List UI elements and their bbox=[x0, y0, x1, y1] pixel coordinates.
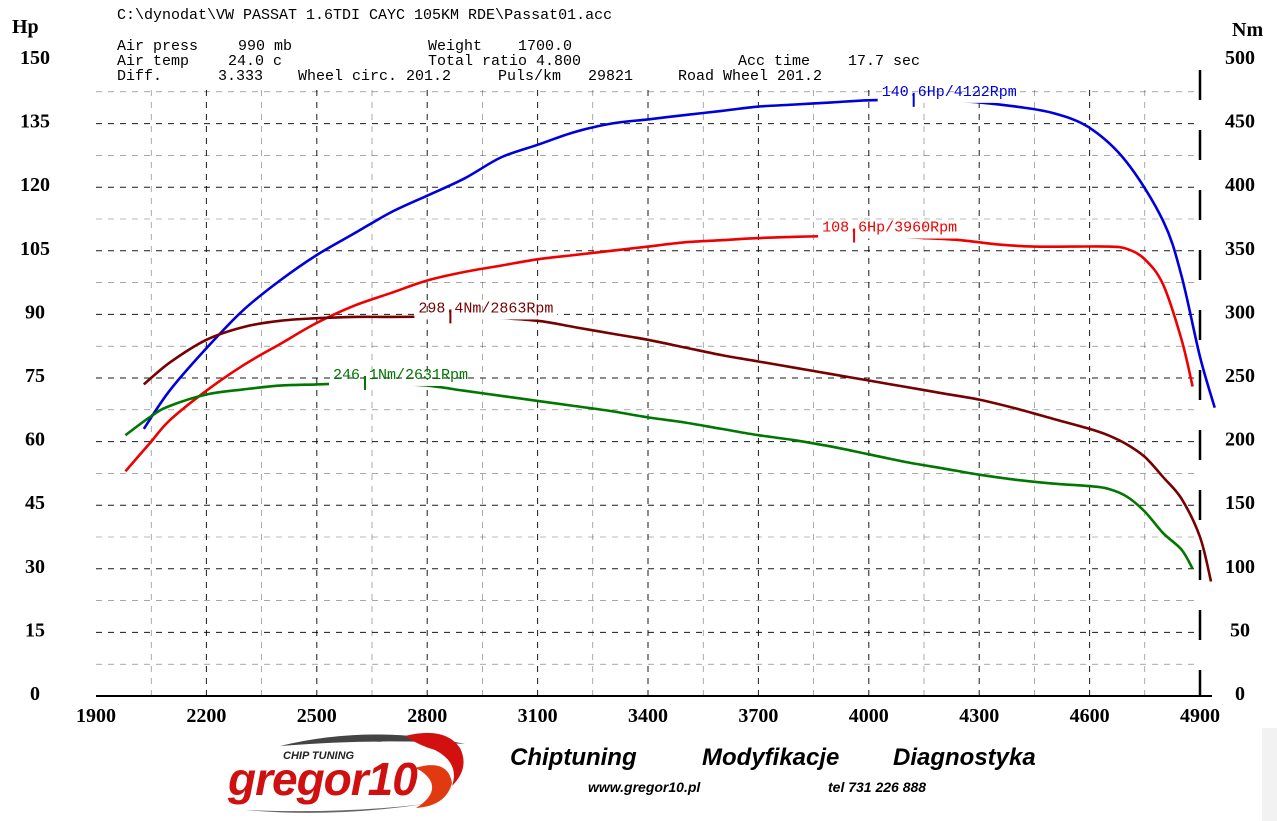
website: www.gregor10.pl bbox=[588, 779, 701, 795]
slogan-chiptuning: Chiptuning bbox=[510, 744, 637, 771]
series-label-gap bbox=[329, 379, 473, 386]
y-right-tick-label: 400 bbox=[1225, 174, 1255, 196]
acc-time-label: Acc time bbox=[738, 53, 811, 70]
air-temp-label: Air temp bbox=[117, 53, 190, 70]
series-peak-label: 298.4Nm/2863Rpm bbox=[418, 300, 553, 317]
y-right-tick-label: 100 bbox=[1225, 556, 1255, 578]
series-line bbox=[124, 381, 1194, 570]
weight-label: Weight bbox=[428, 38, 483, 55]
weight-value: 1700.0 bbox=[518, 38, 573, 55]
wheel-circ: Wheel circ. 201.2 bbox=[298, 68, 452, 85]
phone: tel 731 226 888 bbox=[828, 779, 927, 795]
file-path: C:\dynodat\VW PASSAT 1.6TDI CAYC 105KM R… bbox=[117, 7, 613, 24]
y-right-tick-label: 50 bbox=[1230, 619, 1250, 641]
y-left-tick-label: 135 bbox=[20, 111, 50, 133]
x-tick-label: 2200 bbox=[186, 705, 226, 727]
series-labels: 140.6Hp/4122Rpm 108.6Hp/3960Rpm 298.4Nm/28… bbox=[329, 84, 1021, 390]
y-right-tick-label: 250 bbox=[1225, 365, 1255, 387]
y-left-tick-label: 60 bbox=[25, 429, 45, 451]
x-tick-label: 1900 bbox=[76, 705, 116, 727]
y-left-tick-label: 90 bbox=[25, 301, 45, 323]
series-peak-label: 140.6Hp/4122Rpm bbox=[882, 84, 1017, 101]
x-tick-label: 2800 bbox=[407, 705, 447, 727]
y-right-axis-label: Nm bbox=[1232, 19, 1263, 41]
grid bbox=[96, 70, 1202, 696]
diff-label: Diff. bbox=[117, 68, 163, 85]
diff-value: 3.333 bbox=[218, 68, 264, 85]
series-label-gap bbox=[877, 96, 1021, 103]
logo-tagline: CHIP TUNING bbox=[283, 750, 355, 762]
y-left-tick-label: 150 bbox=[20, 47, 50, 69]
air-press-label: Air press bbox=[117, 38, 199, 55]
x-tick-label: 4600 bbox=[1070, 705, 1110, 727]
y-right-tick-label: 450 bbox=[1225, 111, 1255, 133]
y-left-tick-label: 105 bbox=[20, 238, 50, 260]
x-tick-label: 3400 bbox=[628, 705, 668, 727]
y-left-tick-label: 75 bbox=[25, 365, 45, 387]
y-left-tick-label: 45 bbox=[25, 492, 45, 514]
x-tick-label: 4900 bbox=[1180, 705, 1220, 727]
gregor10-logo bbox=[245, 732, 465, 813]
y-right-tick-label: 500 bbox=[1225, 47, 1255, 69]
y-left-tick-label: 30 bbox=[25, 556, 45, 578]
y-right-tick-label: 0 bbox=[1235, 683, 1245, 705]
y-right-tick-label: 350 bbox=[1225, 238, 1255, 260]
slogan-modyfikacje: Modyfikacje bbox=[702, 744, 840, 771]
series-peak-label: 108.6Hp/3960Rpm bbox=[822, 220, 957, 237]
y-left-tick-label: 0 bbox=[30, 683, 40, 705]
air-press-value: 990 mb bbox=[238, 38, 293, 55]
x-tick-label: 3700 bbox=[738, 705, 778, 727]
road-wheel: Road Wheel 201.2 bbox=[678, 68, 823, 85]
logo-text: gregor10 bbox=[228, 753, 418, 805]
y-left-tick-label: 15 bbox=[25, 619, 45, 641]
axes: 1900 2200 2500 2800 3100 3400 3700 4000 4300 4600… bbox=[12, 16, 1263, 727]
x-tick-label: 3100 bbox=[518, 705, 558, 727]
x-tick-label: 2500 bbox=[297, 705, 337, 727]
y-left-axis-label: Hp bbox=[12, 16, 39, 38]
y-right-tick-label: 300 bbox=[1225, 301, 1255, 323]
series-label-gap bbox=[414, 313, 558, 320]
edge-strip bbox=[1262, 728, 1277, 821]
acc-time-value: 17.7 sec bbox=[848, 53, 921, 70]
series-line bbox=[124, 234, 1194, 473]
x-tick-label: 4300 bbox=[959, 705, 999, 727]
y-right-tick-label: 150 bbox=[1225, 492, 1255, 514]
slogan-diagnostyka: Diagnostyka bbox=[893, 744, 1036, 771]
puls-km: Puls/km 29821 bbox=[498, 68, 634, 85]
x-tick-label: 4000 bbox=[849, 705, 889, 727]
y-right-tick-label: 200 bbox=[1225, 429, 1255, 451]
series-peak-label: 246.1Nm/2631Rpm bbox=[333, 367, 468, 384]
air-temp-value: 24.0 c bbox=[228, 53, 283, 70]
series-line bbox=[142, 315, 1213, 582]
series-line bbox=[142, 98, 1216, 430]
series-label-gap bbox=[818, 232, 962, 239]
series-group bbox=[124, 98, 1216, 582]
total-ratio: Total ratio 4.800 bbox=[428, 53, 582, 70]
y-left-tick-label: 120 bbox=[20, 174, 50, 196]
